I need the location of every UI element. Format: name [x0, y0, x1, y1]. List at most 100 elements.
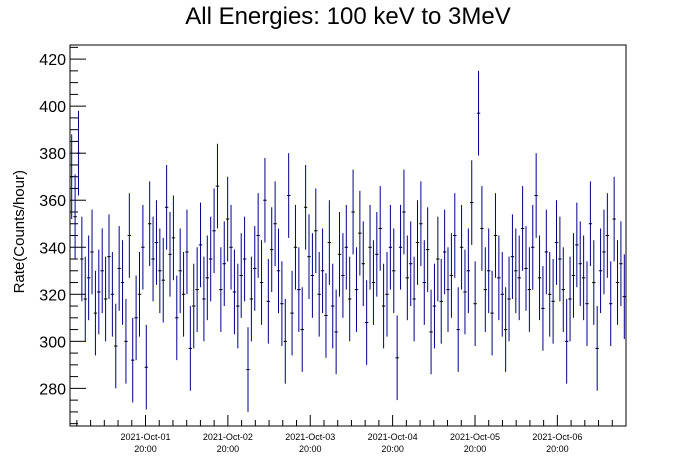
x-tick-label-date: 2021-Oct-03 [285, 432, 335, 442]
data-point [131, 317, 135, 403]
data-point [276, 228, 281, 314]
y-tick-label: 360 [39, 193, 66, 210]
data-point [395, 315, 399, 401]
data-point [459, 204, 464, 290]
data-point [588, 181, 593, 267]
data-point [97, 249, 101, 335]
data-point [602, 209, 606, 295]
data-point [510, 214, 515, 299]
data-point [487, 228, 491, 314]
data-point [212, 188, 216, 274]
axis-ticks [70, 46, 627, 426]
data-point [412, 256, 416, 342]
data-point [198, 202, 203, 288]
data-point [432, 263, 437, 349]
data-point [517, 235, 521, 321]
data-point [378, 186, 382, 271]
data-point [202, 256, 206, 342]
data-point [76, 110, 81, 196]
data-point [466, 228, 471, 314]
data-point [195, 247, 199, 332]
data-point [392, 228, 396, 314]
y-tick-label: 400 [39, 99, 66, 116]
data-point [585, 261, 589, 347]
data-point [476, 70, 481, 156]
data-point [541, 266, 545, 351]
data-point [147, 181, 152, 267]
data-point [171, 195, 176, 281]
data-point [592, 240, 596, 325]
data-point [493, 193, 498, 278]
data-point [320, 228, 325, 314]
data-point [205, 235, 209, 321]
x-tick-label-time: 20:00 [381, 444, 404, 454]
data-point [609, 261, 613, 347]
data-point [286, 153, 291, 238]
data-point [598, 228, 603, 314]
data-point [141, 204, 145, 290]
data-point [531, 204, 535, 290]
data-point [103, 256, 108, 342]
data-point [225, 176, 230, 262]
data-point [612, 176, 616, 262]
data-point [503, 287, 508, 372]
data-point [117, 226, 121, 311]
data-point [185, 209, 189, 295]
data-point [236, 263, 240, 349]
data-point [581, 235, 586, 321]
data-point [327, 200, 332, 285]
x-tick-label-date: 2021-Oct-05 [450, 432, 500, 442]
data-point [561, 247, 565, 332]
data-point [246, 327, 250, 412]
data-point [385, 251, 389, 337]
data-point [578, 221, 582, 307]
data-point [73, 174, 77, 260]
data-point [419, 181, 423, 267]
data-point [402, 169, 406, 255]
data-point [358, 190, 362, 276]
data-point [317, 251, 321, 337]
data-point [364, 280, 369, 365]
data-point [93, 270, 98, 356]
data-point [280, 261, 284, 347]
data-point [293, 204, 298, 290]
data-point [605, 193, 610, 278]
data-point [300, 287, 304, 372]
data-point [371, 240, 376, 325]
data-point [127, 193, 132, 278]
data-point [436, 216, 440, 302]
x-tick-label-time: 20:00 [217, 444, 240, 454]
data-point [544, 209, 549, 295]
data-point [229, 204, 233, 290]
data-point [70, 134, 74, 220]
data-point [554, 200, 559, 285]
data-point [120, 240, 125, 325]
x-tick-label-time: 20:00 [464, 444, 487, 454]
data-point [405, 235, 410, 321]
data-point [388, 204, 393, 290]
data-point [209, 216, 213, 302]
data-point [324, 273, 328, 358]
data-point [80, 216, 84, 302]
data-point [181, 251, 186, 337]
data-point [551, 259, 555, 344]
data-point [83, 256, 87, 342]
data-point [331, 263, 335, 349]
data-point [124, 299, 128, 384]
data-point [192, 263, 196, 349]
data-point [490, 270, 494, 356]
y-tick-label: 300 [39, 334, 66, 351]
data-point [249, 256, 254, 342]
x-tick-label-date: 2021-Oct-02 [203, 432, 253, 442]
data-point [470, 160, 474, 245]
data-point [425, 207, 430, 292]
data-point [524, 226, 528, 311]
data-point [564, 299, 569, 384]
data-point [429, 289, 433, 375]
x-tick-label-time: 20:00 [134, 444, 157, 454]
data-point [507, 256, 511, 342]
data-point [341, 233, 345, 318]
y-tick-label: 420 [39, 52, 66, 69]
data-point [456, 287, 460, 372]
